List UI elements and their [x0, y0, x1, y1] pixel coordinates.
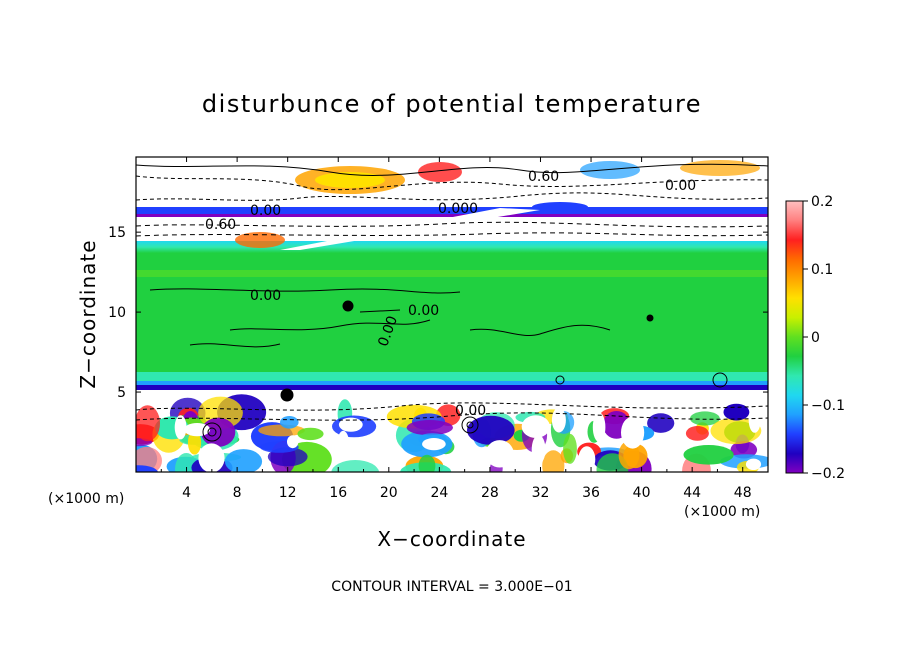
chart-title: disturbunce of potential temperature: [202, 90, 702, 118]
x-tick-label: 20: [380, 485, 398, 501]
band-blue-lower: [136, 381, 768, 385]
turbulence-gap: [578, 446, 596, 472]
y-axis-label: Z−coordinate: [76, 239, 100, 388]
y-axis: 5 10 15: [108, 225, 768, 401]
turbulence-cell: [683, 445, 734, 465]
y-tick-label: 10: [108, 305, 126, 321]
x-tick-label: 32: [532, 485, 550, 501]
turbulence-cell: [280, 416, 299, 429]
turbulence-gap: [198, 443, 225, 472]
turbulence-gap: [485, 440, 514, 468]
x-tick-label: 16: [329, 485, 347, 501]
turbulence-cell: [201, 417, 236, 447]
turbulence-gap: [745, 458, 762, 470]
turbulence-gap: [374, 445, 399, 472]
y-tick-label: 5: [117, 385, 126, 401]
band-upper-purple: [136, 214, 768, 217]
turbulence-gap: [338, 417, 363, 432]
turbulence-cell: [710, 417, 762, 445]
lower-mixed-layer: [136, 394, 768, 472]
contour-label: 0.00: [250, 288, 281, 304]
turbulence-gap: [184, 423, 211, 437]
x-tick-label: 24: [430, 485, 448, 501]
x-unit-left: (×1000 m): [48, 491, 124, 507]
contour-label-group: 0.60 0.00 0.60 0.00 0.000 0.00 0.00 0.00…: [205, 169, 696, 419]
contour-label: 0.00: [250, 203, 281, 219]
turbulence-cell: [406, 420, 453, 436]
turbulence-cell: [187, 430, 202, 455]
colorbar-ticks: 0.2 0.1 0 −0.1 −0.2: [803, 194, 845, 482]
turbulence-gap: [422, 438, 446, 451]
colorbar-tick-label: −0.2: [811, 466, 845, 482]
colorbar: 0.2 0.1 0 −0.1 −0.2: [785, 194, 845, 482]
colorbar-tick-label: −0.1: [811, 398, 845, 414]
x-axis-label: X−coordinate: [377, 527, 526, 551]
contour-label: 0.00: [455, 403, 486, 419]
x-unit-right: (×1000 m): [684, 504, 760, 520]
band-cyan-upper: [136, 241, 768, 253]
colorbar-tick-label: 0.2: [811, 194, 833, 210]
turbulence-cell: [563, 433, 577, 464]
x-tick-label: 36: [582, 485, 600, 501]
contour-label: 0.00: [665, 178, 696, 194]
contour-interval-note: CONTOUR INTERVAL = 3.000E−01: [331, 579, 572, 595]
turbulence-gap: [521, 415, 550, 438]
contour-label: 0.000: [438, 201, 478, 217]
contour-lines: [136, 163, 768, 442]
turbulence-cell: [418, 454, 436, 472]
contour-label: 0.00: [408, 303, 439, 319]
x-tick-label: 44: [683, 485, 701, 501]
turbulence-cell: [224, 449, 263, 472]
turbulence-gap: [592, 412, 606, 443]
turbulence-gap: [551, 407, 566, 433]
band-cyan-lower: [136, 372, 768, 381]
turbulence-cell: [297, 427, 324, 441]
turbulence-cell: [136, 405, 160, 442]
contour-label: 0.60: [528, 169, 559, 185]
turbulence-cell: [685, 426, 709, 441]
x-tick-label: 28: [481, 485, 499, 501]
plot-area: 0.60 0.00 0.60 0.00 0.000 0.00 0.00 0.00…: [136, 157, 768, 472]
plot-frame: [135, 156, 769, 473]
turbulence-gap: [658, 451, 677, 472]
x-tick-label: 8: [233, 485, 242, 501]
turbulence-gap: [337, 430, 350, 456]
colorbar-tick-label: 0.1: [811, 262, 833, 278]
turbulence-cell: [136, 465, 159, 472]
band-upper-blue: [136, 207, 768, 216]
x-axis: 4 8 12 16 20 24 28 32 36 40 44 48: [160, 157, 752, 501]
turbulence-gap: [174, 415, 187, 440]
band-navy-lower: [136, 385, 768, 390]
colorbar-bar: [785, 200, 804, 474]
turbulence-gap: [287, 435, 299, 449]
turbulence-cell: [723, 403, 750, 421]
upper-mixed-layer: [235, 160, 760, 250]
x-tick-label: 4: [182, 485, 191, 501]
turbulence-cell: [542, 450, 565, 472]
turbulence-cell: [467, 415, 515, 445]
turbulence-gap: [531, 435, 546, 464]
turbulence-gap: [748, 407, 761, 433]
band-white-lower: [136, 390, 768, 402]
colorbar-tick-label: 0: [811, 330, 820, 346]
x-tick-label: 40: [633, 485, 651, 501]
turbulence-cell: [331, 460, 380, 472]
contour-label: 0.60: [205, 217, 236, 233]
turbulence-gap: [621, 416, 645, 449]
x-tick-label: 48: [734, 485, 752, 501]
x-tick-label: 12: [279, 485, 297, 501]
y-tick-label: 15: [108, 225, 126, 241]
turbulence-cell: [730, 441, 758, 459]
turbulence-cell: [690, 411, 720, 426]
band-green-light: [136, 270, 768, 277]
